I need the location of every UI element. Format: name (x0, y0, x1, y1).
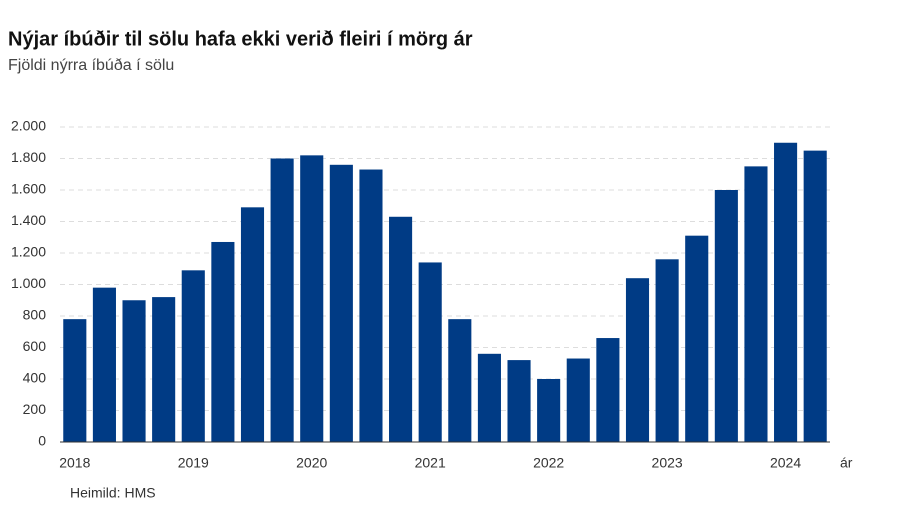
x-axis-label: ár (840, 455, 853, 471)
y-tick-label: 1.200 (11, 244, 46, 260)
bar (122, 300, 146, 442)
bar (300, 155, 324, 442)
chart-subtitle: Fjöldi nýrra íbúða í sölu (8, 57, 174, 74)
bar (507, 360, 531, 442)
bar (359, 169, 383, 442)
bar (418, 262, 442, 442)
bar (389, 216, 413, 442)
bar (211, 241, 235, 442)
bar (596, 338, 620, 442)
bar (744, 166, 768, 442)
x-tick-label: 2018 (59, 455, 90, 471)
y-tick-label: 1.800 (11, 149, 46, 165)
bar (270, 158, 294, 442)
bar (181, 270, 205, 442)
bar (655, 259, 679, 442)
x-tick-label: 2021 (415, 455, 446, 471)
bar (477, 353, 501, 442)
y-tick-label: 2.000 (11, 118, 46, 134)
y-tick-label: 800 (23, 307, 47, 323)
y-tick-label: 0 (38, 433, 46, 449)
bar (566, 358, 590, 442)
chart-title: Nýjar íbúðir til sölu hafa ekki verið fl… (8, 28, 473, 50)
y-tick-label: 400 (23, 370, 47, 386)
y-tick-label: 200 (23, 401, 47, 417)
bar (537, 379, 561, 442)
x-tick-label: 2020 (296, 455, 327, 471)
bar (240, 207, 265, 442)
bar (774, 142, 798, 442)
bar (625, 278, 650, 442)
y-tick-label: 1.600 (11, 181, 46, 197)
x-tick-label: 2023 (652, 455, 683, 471)
y-tick-label: 600 (23, 338, 47, 354)
source: Heimild: HMS (70, 485, 156, 501)
y-tick-label: 1.000 (11, 275, 46, 291)
bar (92, 287, 116, 442)
x-tick-label: 2024 (770, 455, 801, 471)
bar (803, 150, 827, 442)
bar (714, 190, 738, 442)
bar (329, 164, 353, 443)
y-tick-label: 1.400 (11, 212, 46, 228)
x-tick-label: 2019 (178, 455, 209, 471)
bar (152, 297, 176, 442)
bar (448, 319, 472, 442)
x-tick-label: 2022 (533, 455, 564, 471)
bar (685, 235, 709, 442)
bar (63, 319, 87, 442)
